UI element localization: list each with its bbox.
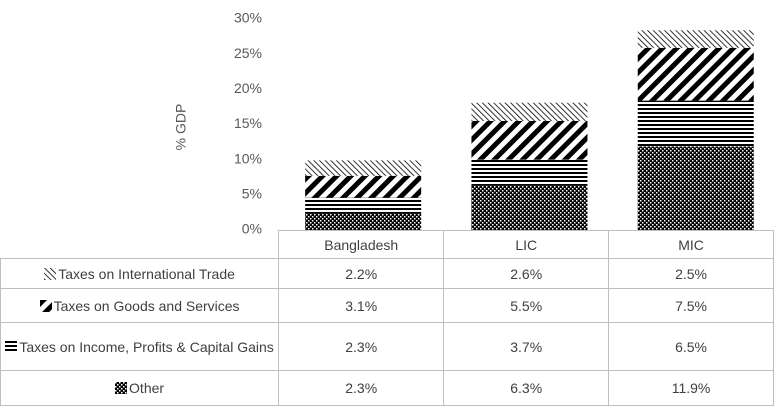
bar-segment [305, 213, 422, 230]
legend-swatch-fill [44, 267, 57, 280]
legend-cell: Taxes on Goods and Services [0, 288, 280, 323]
data-label: 2.5% [608, 258, 774, 289]
data-label: 7.5% [608, 288, 774, 323]
x-tick-label: MIC [608, 230, 774, 259]
bar-segment [471, 102, 588, 121]
legend-label: Other [129, 380, 165, 396]
data-label: 2.6% [443, 258, 610, 289]
data-label: 5.5% [443, 288, 610, 323]
table-row: Taxes on International Trade 2.2% 2.6% 2.5% [0, 258, 774, 289]
y-tick-label: 5% [242, 186, 262, 202]
data-label: 2.3% [278, 322, 445, 371]
bar-segment [637, 146, 754, 230]
bar-segment [637, 47, 754, 101]
y-tick-label: 25% [234, 45, 262, 61]
data-label: 2.2% [278, 258, 445, 289]
y-tick-label: 20% [234, 80, 262, 96]
legend-cell: Taxes on Income, Profits & Capital Gains [0, 322, 280, 371]
bar-segment [305, 160, 422, 176]
legend-cell: Other [0, 370, 280, 406]
x-tick-label: LIC [443, 230, 610, 259]
legend-swatch [39, 299, 52, 312]
y-axis-label: % GDP [173, 104, 189, 151]
data-label: 6.5% [608, 322, 774, 371]
bar-segment [471, 120, 588, 160]
y-tick-label: 15% [234, 115, 262, 131]
data-label: 6.3% [443, 370, 610, 406]
legend-swatch-fill [39, 299, 52, 312]
data-label: 3.7% [443, 322, 610, 371]
legend-swatch [115, 382, 128, 394]
bar-segment [471, 185, 588, 230]
data-label: 2.3% [278, 370, 445, 406]
data-label: 3.1% [278, 288, 445, 323]
x-tick-label: Bangladesh [278, 230, 445, 259]
bar-segment [305, 175, 422, 198]
table-header-row: Bangladesh LIC MIC [0, 230, 774, 259]
legend-swatch-fill [115, 382, 128, 394]
bar-segment [637, 100, 754, 147]
legend-label: Taxes on International Trade [58, 265, 235, 282]
table-corner [0, 230, 280, 259]
bar-segment [471, 159, 588, 186]
table-row: Taxes on Goods and Services 3.1% 5.5% 7.5% [0, 288, 774, 323]
legend-swatch-fill [5, 340, 18, 353]
y-tick-label: 30% [234, 10, 262, 26]
bar-segment [305, 197, 422, 214]
bar-segment [637, 30, 754, 48]
legend-label: Taxes on Goods and Services [53, 297, 240, 314]
legend-cell: Taxes on International Trade [0, 258, 280, 289]
data-label: 11.9% [608, 370, 774, 406]
legend-label: Taxes on Income, Profits & Capital Gains [19, 338, 274, 355]
y-tick-label: 10% [234, 150, 262, 166]
legend-swatch [5, 340, 18, 353]
table-row: Other 2.3% 6.3% 11.9% [0, 370, 774, 406]
table-row: Taxes on Income, Profits & Capital Gains… [0, 322, 774, 371]
legend-swatch [44, 267, 57, 280]
data-table: Bangladesh LIC MIC Taxes on International T… [0, 230, 774, 406]
